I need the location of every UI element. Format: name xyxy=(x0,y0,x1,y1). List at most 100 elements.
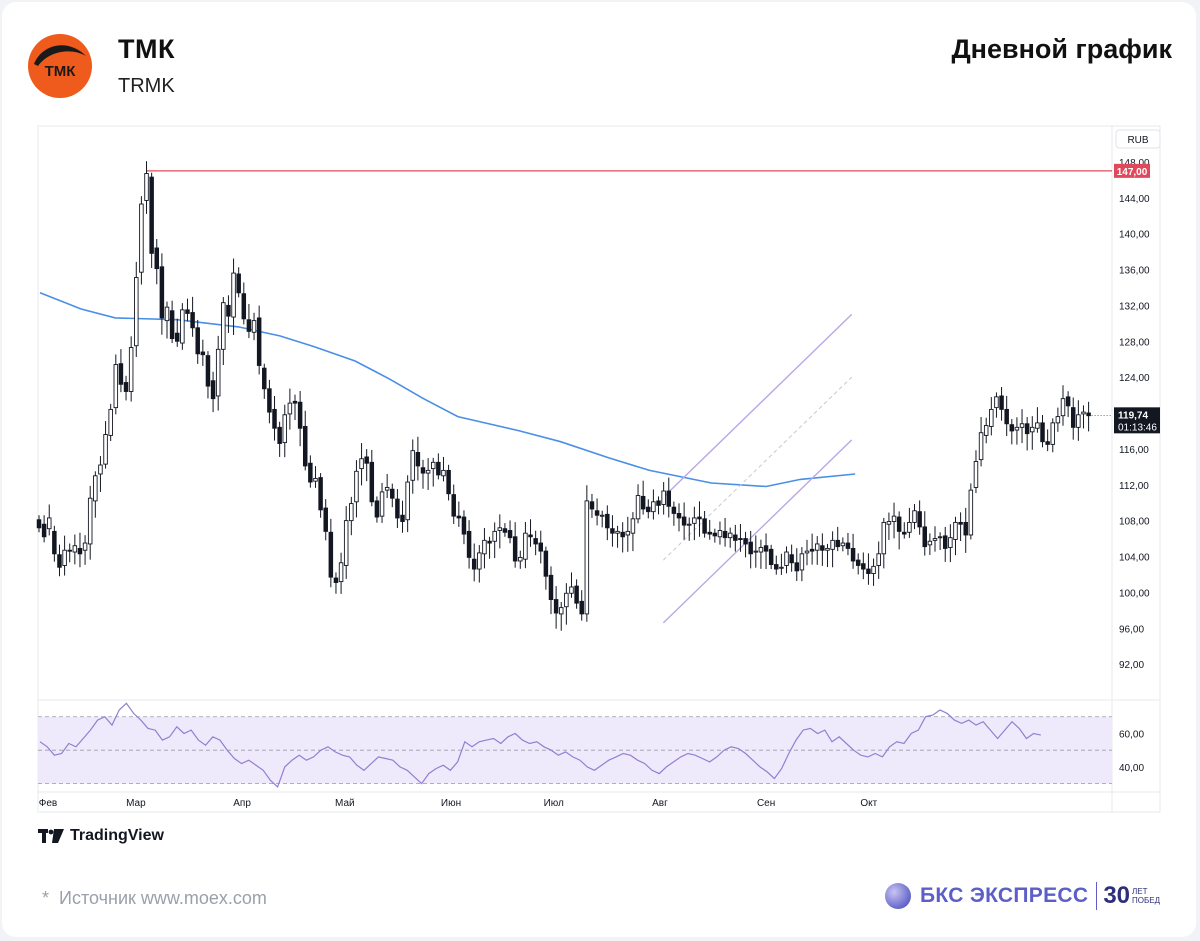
candle-body xyxy=(185,309,190,314)
candle-body xyxy=(553,599,559,614)
candle-body xyxy=(241,293,247,320)
candle-body xyxy=(57,554,62,568)
candle-body xyxy=(891,515,897,522)
bks-years: 30 xyxy=(1103,882,1131,909)
candle-body xyxy=(154,247,160,270)
candle-body xyxy=(93,475,98,502)
candle-body xyxy=(922,526,928,548)
candle-body xyxy=(702,518,707,534)
candle-body xyxy=(968,489,974,536)
candle-body xyxy=(425,469,431,474)
candle-body xyxy=(661,490,666,505)
candle-body xyxy=(574,585,579,604)
rsi-tick-label: 60,00 xyxy=(1119,729,1144,740)
candle-body xyxy=(758,547,764,553)
candle-body xyxy=(861,563,866,570)
candle-body xyxy=(415,452,421,467)
candle-body xyxy=(246,319,252,332)
candle-body xyxy=(799,553,805,571)
candle-body xyxy=(139,203,144,273)
candle-body xyxy=(200,351,206,356)
candle-body xyxy=(779,566,784,569)
candle-body xyxy=(374,500,380,518)
candle-body xyxy=(989,408,994,427)
candle-body xyxy=(994,396,999,409)
candle-body xyxy=(36,519,42,529)
candle-body xyxy=(820,545,825,551)
candle-body xyxy=(226,304,231,317)
candle-body xyxy=(1004,408,1009,425)
price-tick-label: 112,00 xyxy=(1119,481,1149,492)
tradingview-icon xyxy=(38,829,64,843)
candle-body xyxy=(1070,407,1076,428)
candle-body xyxy=(589,501,595,510)
candle-body xyxy=(169,310,175,340)
time-tick-label: Июл xyxy=(544,798,564,809)
candle-body xyxy=(584,500,590,615)
candle-body xyxy=(620,531,625,538)
candle-body xyxy=(850,547,856,562)
candle-body xyxy=(369,461,375,503)
candle-body xyxy=(400,514,405,522)
candle-body xyxy=(1014,426,1020,431)
candle-body xyxy=(297,401,303,429)
candle-body xyxy=(471,558,477,570)
candle-body xyxy=(477,552,482,570)
candle-body xyxy=(948,537,953,548)
candle-body xyxy=(502,528,508,533)
candle-body xyxy=(774,564,779,570)
candle-body xyxy=(640,495,646,510)
bks-divider xyxy=(1096,882,1098,910)
candle-body xyxy=(108,408,113,436)
candle-body xyxy=(46,517,52,530)
candle-body xyxy=(983,425,989,436)
candle-body xyxy=(41,523,47,538)
candle-body xyxy=(635,495,641,520)
currency-badge xyxy=(1115,129,1161,149)
candle-body xyxy=(77,547,83,555)
time-tick-label: Июн xyxy=(441,798,461,809)
candle-body xyxy=(451,494,456,517)
candle-body xyxy=(738,538,743,541)
source-text: Источник www.moex.com xyxy=(59,888,267,908)
candle-body xyxy=(205,355,211,387)
candle-body xyxy=(605,513,610,529)
candle-body xyxy=(364,456,369,464)
candle-body xyxy=(1065,396,1071,407)
candle-body xyxy=(896,516,902,532)
candle-body xyxy=(251,320,257,333)
price-tick-label: 96,00 xyxy=(1119,624,1144,635)
candle-body xyxy=(533,538,538,545)
candle-body xyxy=(692,517,697,524)
candle-body xyxy=(681,516,687,526)
resistance-label: 147,00 xyxy=(1117,167,1148,178)
candle-body xyxy=(794,562,800,572)
candle-body xyxy=(292,400,298,404)
candle-countdown: 01:13:46 xyxy=(1118,422,1157,433)
candle-body xyxy=(436,461,441,476)
candle-body xyxy=(302,426,308,467)
candle-body xyxy=(1024,423,1030,435)
bks-brand: БКС ЭКСПРЕСС 30 ЛЕТ ПОБЕД xyxy=(884,882,1160,910)
price-tick-label: 104,00 xyxy=(1119,553,1150,564)
candle-body xyxy=(262,367,267,390)
candle-body xyxy=(1040,422,1045,443)
candle-body xyxy=(118,363,124,385)
candle-body xyxy=(743,538,748,545)
candle-body xyxy=(103,434,108,465)
candle-body xyxy=(359,458,364,470)
candle-body xyxy=(768,548,774,566)
candle-body xyxy=(646,506,651,513)
candle-body xyxy=(625,530,631,536)
rsi-line xyxy=(39,702,1041,789)
candle-body xyxy=(835,539,840,548)
candle-body xyxy=(978,432,984,461)
candle-body xyxy=(62,549,67,566)
candle-body xyxy=(267,388,272,413)
candle-body xyxy=(384,486,390,491)
candle-body xyxy=(814,543,820,551)
candle-body xyxy=(855,559,861,566)
candle-body xyxy=(123,382,129,392)
candle-body xyxy=(871,565,876,574)
price-tick-label: 148,00 xyxy=(1119,158,1150,169)
